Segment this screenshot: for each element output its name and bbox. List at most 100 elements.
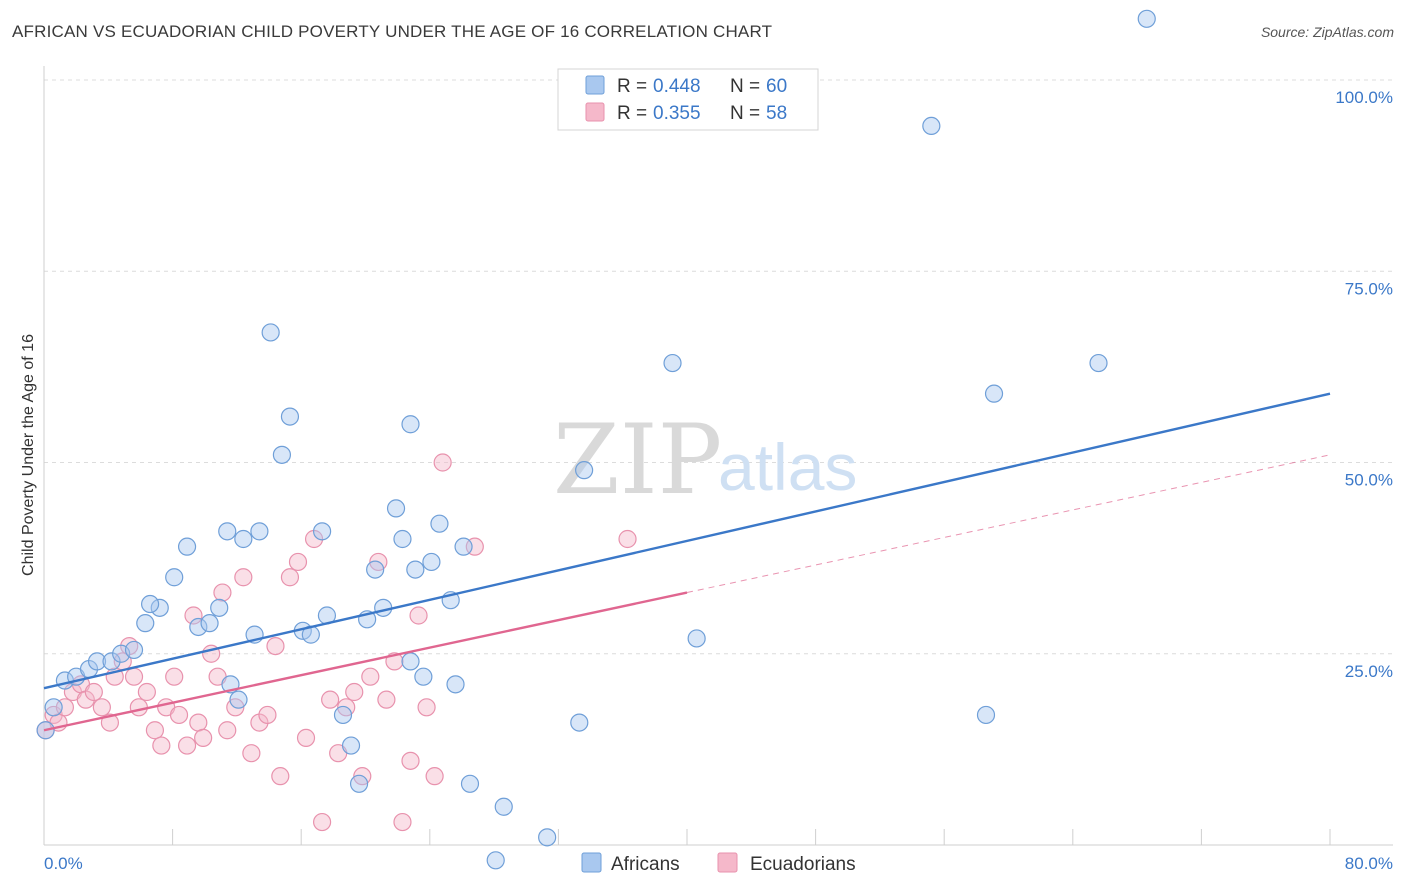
legend-r-value-ecuadorians: 0.355 bbox=[653, 103, 701, 124]
data-points bbox=[36, 9, 1156, 870]
data-point-ecuadorians bbox=[145, 721, 165, 740]
data-point-ecuadorians bbox=[92, 698, 111, 717]
legend-swatch-africans bbox=[585, 75, 605, 95]
data-point-ecuadorians bbox=[321, 690, 340, 709]
trend-line-africans bbox=[43, 392, 1331, 690]
data-point-ecuadorians bbox=[618, 529, 637, 549]
data-point-africans bbox=[349, 774, 369, 793]
watermark-atlas: atlas bbox=[718, 430, 857, 504]
x-tick-label: 0.0% bbox=[44, 854, 83, 873]
data-point-africans bbox=[401, 415, 420, 434]
data-point-ecuadorians bbox=[124, 667, 144, 686]
data-point-africans bbox=[234, 529, 253, 549]
data-point-ecuadorians bbox=[189, 713, 208, 732]
data-point-africans bbox=[272, 445, 292, 464]
data-point-africans bbox=[401, 652, 420, 671]
trend-lines bbox=[43, 392, 1331, 732]
legend-n-value-ecuadorians: 58 bbox=[766, 103, 787, 124]
data-point-ecuadorians bbox=[234, 568, 253, 587]
data-point-africans bbox=[570, 713, 589, 732]
legend-swatch-ecuadorians bbox=[585, 102, 605, 122]
data-point-ecuadorians bbox=[84, 682, 103, 702]
bottom-legend-africans: Africans bbox=[611, 854, 680, 875]
legend-n-label-africans: N = bbox=[730, 76, 760, 97]
legend: R = 0.448 N = 60 R = 0.355 N = 58 bbox=[557, 68, 819, 131]
legend-n-label-ecuadorians: N = bbox=[730, 103, 760, 124]
data-point-ecuadorians bbox=[409, 606, 428, 625]
data-point-ecuadorians bbox=[417, 698, 436, 717]
data-point-ecuadorians bbox=[377, 690, 396, 709]
data-point-africans bbox=[229, 690, 248, 709]
x-tick-label: 80.0% bbox=[1345, 854, 1393, 873]
data-point-ecuadorians bbox=[137, 682, 156, 702]
data-point-africans bbox=[102, 652, 121, 671]
data-point-africans bbox=[976, 705, 996, 725]
bottom-legend-swatch-ecuadorians bbox=[717, 852, 738, 873]
data-point-ecuadorians bbox=[361, 667, 380, 686]
data-point-ecuadorians bbox=[393, 812, 412, 832]
data-point-ecuadorians bbox=[266, 636, 285, 656]
data-point-africans bbox=[422, 552, 441, 572]
data-point-africans bbox=[280, 407, 300, 426]
y-tick-label: 100.0% bbox=[1335, 88, 1393, 107]
data-point-ecuadorians bbox=[184, 606, 203, 625]
data-point-africans bbox=[663, 353, 682, 373]
data-point-ecuadorians bbox=[100, 713, 120, 732]
y-tick-label: 25.0% bbox=[1345, 662, 1393, 681]
legend-n-value-africans: 60 bbox=[766, 76, 787, 97]
data-point-ecuadorians bbox=[165, 667, 184, 686]
data-point-ecuadorians bbox=[280, 568, 300, 587]
data-point-ecuadorians bbox=[177, 736, 197, 755]
data-point-africans bbox=[922, 116, 941, 136]
data-point-ecuadorians bbox=[401, 751, 420, 770]
grid-lines bbox=[44, 79, 1393, 655]
source-label: Source: ZipAtlas.com bbox=[1260, 24, 1394, 40]
data-point-africans bbox=[687, 629, 706, 648]
data-point-africans bbox=[454, 537, 473, 556]
data-point-africans bbox=[150, 598, 169, 617]
data-point-africans bbox=[446, 675, 465, 694]
data-point-africans bbox=[177, 537, 197, 556]
chart-title: AFRICAN VS ECUADORIAN CHILD POVERTY UNDE… bbox=[12, 22, 773, 41]
data-point-africans bbox=[200, 614, 219, 633]
data-point-africans bbox=[575, 461, 594, 480]
data-point-ecuadorians bbox=[218, 721, 237, 740]
data-point-africans bbox=[261, 323, 280, 342]
data-point-africans bbox=[250, 522, 269, 541]
watermark: ZIP atlas bbox=[553, 404, 857, 516]
bottom-legend-ecuadorians: Ecuadorians bbox=[750, 854, 856, 875]
data-point-ecuadorians bbox=[152, 736, 171, 755]
data-point-africans bbox=[386, 499, 406, 518]
data-point-africans bbox=[210, 598, 229, 617]
y-tick-label: 50.0% bbox=[1345, 471, 1393, 490]
legend-r-label-ecuadorians: R = bbox=[617, 103, 647, 124]
data-point-africans bbox=[333, 705, 353, 725]
trend-line-ecuadorians bbox=[43, 591, 688, 732]
data-point-africans bbox=[414, 667, 433, 686]
tick-labels: 25.0% 50.0% 75.0% 100.0% 0.0% 80.0% bbox=[44, 88, 1393, 873]
bottom-legend: Africans Ecuadorians bbox=[581, 852, 856, 875]
legend-r-value-africans: 0.448 bbox=[653, 76, 701, 97]
watermark-zip: ZIP bbox=[553, 404, 722, 516]
data-point-africans bbox=[486, 851, 505, 870]
data-point-africans bbox=[1137, 9, 1156, 28]
axes bbox=[43, 66, 1393, 846]
data-point-africans bbox=[1089, 353, 1108, 373]
legend-r-label-africans: R = bbox=[617, 76, 647, 97]
data-point-ecuadorians bbox=[288, 552, 308, 572]
data-point-africans bbox=[406, 560, 425, 579]
y-tick-label: 75.0% bbox=[1345, 279, 1393, 298]
data-point-ecuadorians bbox=[194, 728, 213, 748]
bottom-legend-swatch-africans bbox=[581, 852, 602, 873]
data-point-africans bbox=[87, 652, 107, 671]
data-point-africans bbox=[44, 698, 63, 717]
data-point-ecuadorians bbox=[345, 682, 364, 702]
data-point-ecuadorians bbox=[433, 453, 452, 472]
data-point-africans bbox=[136, 614, 155, 633]
data-point-ecuadorians bbox=[425, 767, 444, 786]
data-point-africans bbox=[218, 522, 237, 541]
data-point-ecuadorians bbox=[312, 812, 332, 832]
data-point-ecuadorians bbox=[258, 705, 277, 725]
data-point-africans bbox=[140, 594, 160, 614]
data-point-ecuadorians bbox=[129, 698, 148, 717]
